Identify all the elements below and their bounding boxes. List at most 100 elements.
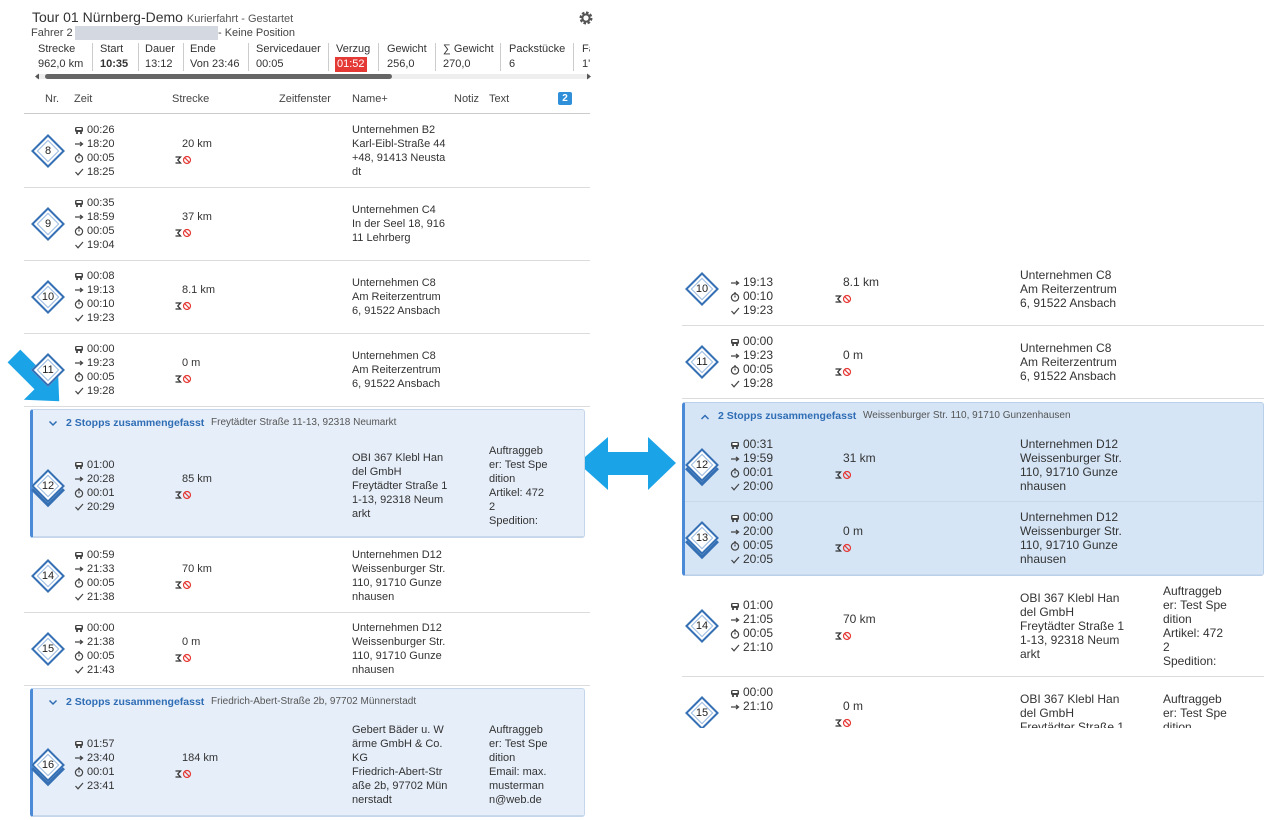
pointer-arrow-shape: [7, 349, 60, 402]
stop-row[interactable]: 10 19:13 00:10 19:23 8.1 km Unternehmen C8 Am …: [682, 268, 1264, 326]
time-icon: [74, 386, 84, 399]
time-arrive: 19:13: [87, 284, 115, 296]
icon: [75, 241, 84, 249]
time-depart: 20:00: [743, 479, 774, 493]
time-arrive: 19:13: [743, 275, 774, 289]
icon: [175, 490, 192, 500]
icon: [175, 228, 192, 238]
group-address: Freytädter Straße 11-13, 92318 Neumarkt: [211, 417, 397, 428]
column-header[interactable]: Zeitfenster: [279, 93, 331, 105]
group-header[interactable]: 2 Stopps zusammengefasst Friedrich-Abert-…: [33, 689, 584, 715]
settings-gear[interactable]: [579, 11, 593, 25]
icon-part: [731, 280, 740, 286]
stop-row[interactable]: 11 00:00 19:23 00:05 19:28 0 m Unternehmen C8 A…: [24, 334, 590, 407]
icon-part: [732, 516, 738, 518]
stop-row[interactable]: 16 01:57 23:40 00:01 23:41 184 km Gebert Bäder…: [31, 715, 584, 816]
stop-name: OBI 367 Klebl Han: [1020, 692, 1120, 706]
icon-part: [75, 214, 84, 220]
stop-name: 110, 91710 Gunze: [352, 577, 442, 589]
stop-row[interactable]: 9 00:35 18:59 00:05 19:04 37 km Unternehmen C4…: [24, 188, 590, 261]
stop-name: 6, 91522 Ansbach: [352, 378, 441, 390]
stop-row[interactable]: 15 00:00 21:38 00:05 21:43 0 m Unternehmen D12…: [24, 613, 590, 686]
icon-part: [731, 704, 740, 710]
icon-part: [732, 604, 738, 606]
stop-row[interactable]: 14 01:00 21:05 00:05 21:10 70 km OBI 367 Klebl…: [682, 576, 1264, 677]
stop-note: n@web.de: [489, 794, 542, 806]
time-drive: 00:00: [743, 334, 774, 348]
column-header[interactable]: Name+: [352, 93, 388, 105]
icon-part: [75, 168, 84, 176]
icon: [75, 625, 83, 633]
stop-row[interactable]: 11 00:00 19:23 00:05 19:28 0 m Unternehmen C8 A…: [682, 326, 1264, 399]
column-header[interactable]: Text: [489, 93, 510, 105]
column-badge[interactable]: 2: [558, 92, 572, 105]
icon-part: [182, 374, 192, 384]
time-service: 00:05: [87, 152, 115, 164]
stat-separator: [500, 43, 501, 71]
column-header[interactable]: Strecke: [172, 93, 210, 105]
icon-part: [184, 303, 190, 309]
group-header[interactable]: 2 Stopps zusammengefasst Freytädter Straß…: [33, 410, 584, 436]
sum-no-stop-icon: [834, 469, 852, 483]
group-address: Friedrich-Abert-Straße 2b, 97702 Münners…: [211, 696, 417, 707]
icon-part: [182, 301, 192, 311]
group-summary[interactable]: 2 Stopps zusammengefasst: [66, 417, 205, 429]
time-drive: 00:00: [87, 622, 115, 634]
title: Tour 01 Nürnberg-Demo: [32, 9, 183, 25]
right-viewport: 10 19:13 00:10 19:23 8.1 km Unternehmen C8 Am …: [682, 268, 1264, 728]
stop-name: 110, 91710 Gunze: [352, 650, 442, 662]
stop-row[interactable]: 8 00:26 18:20 00:05 18:25 20 km Unternehmen B2…: [24, 115, 590, 188]
stop-row[interactable]: 15 00:00 21:10 0 m OBI 367 Klebl Han del GmbH…: [682, 677, 1264, 728]
distance: 0 m: [843, 524, 864, 538]
time-icon: [74, 781, 84, 794]
time-icon: [74, 226, 84, 239]
stop-number: 11: [42, 364, 54, 376]
distance: 37 km: [182, 211, 212, 223]
stop-row[interactable]: 14 00:59 21:33 00:05 21:38 70 km Unternehmen D…: [24, 540, 590, 613]
distance: 31 km: [843, 451, 876, 465]
stop-number: 10: [695, 283, 709, 295]
stop-row[interactable]: 12 01:00 20:28 00:01 20:29 85 km OBI 367 Klebl…: [31, 436, 584, 537]
scroll-right[interactable]: [587, 73, 591, 80]
icon: [75, 552, 83, 560]
stop-name: Am Reiterzentrum: [1020, 355, 1117, 369]
stop-number: 12: [41, 480, 55, 492]
group-summary[interactable]: 2 Stopps zusammengefasst: [66, 696, 205, 708]
stop-name: ärme GmbH & Co.: [352, 738, 443, 750]
icon-part: [74, 489, 84, 498]
icon-part: [184, 376, 190, 382]
icon: [731, 339, 739, 347]
stop-note: Auftraggeb: [489, 724, 543, 736]
column-header[interactable]: Notiz: [454, 93, 480, 105]
time-icon: [730, 540, 740, 554]
column-header[interactable]: Nr.: [45, 93, 60, 105]
icon-part: [844, 633, 850, 639]
icon: [75, 287, 84, 293]
icon-part: [78, 153, 80, 159]
stop-row[interactable]: 10 00:08 19:13 00:10 19:23 8.1 km Unternehmen …: [24, 261, 590, 334]
time-drive: 00:59: [87, 549, 115, 561]
group-summary[interactable]: 2 Stopps zusammengefasst: [718, 410, 857, 422]
icon-part: [75, 755, 84, 761]
column-header[interactable]: Zeit: [74, 93, 93, 105]
group-address: Weissenburger Str. 110, 91710 Gunzenhaus…: [863, 410, 1071, 421]
sum-no-stop-icon: [174, 653, 192, 666]
time-depart: 20:29: [87, 501, 115, 513]
icon-part: [74, 373, 84, 382]
icon-part: [76, 553, 82, 555]
stop-row[interactable]: 13 00:00 20:00 00:05 20:05 0 m Unternehmen D12…: [685, 502, 1263, 575]
stat-label: Fa: [582, 43, 590, 55]
scroll-left[interactable]: [35, 73, 39, 80]
left-list: 8 00:26 18:20 00:05 18:25 20 km Unternehmen B2…: [24, 115, 590, 819]
icon-part: [734, 541, 736, 547]
icon: [731, 617, 740, 623]
compare-arrow: [578, 437, 676, 490]
stop-name: Am Reiterzentrum: [1020, 282, 1117, 296]
stat-separator: [248, 43, 249, 71]
icon: [74, 153, 84, 163]
icon: [75, 141, 84, 147]
stop-row[interactable]: 12 00:31 19:59 00:01 20:00 31 km Unternehmen D…: [685, 429, 1263, 502]
group-header[interactable]: 2 Stopps zusammengefasst Weissenburger St…: [685, 403, 1263, 429]
scroll-thumb[interactable]: [45, 74, 392, 79]
stop-name: 1-13, 92318 Neum: [352, 494, 444, 506]
